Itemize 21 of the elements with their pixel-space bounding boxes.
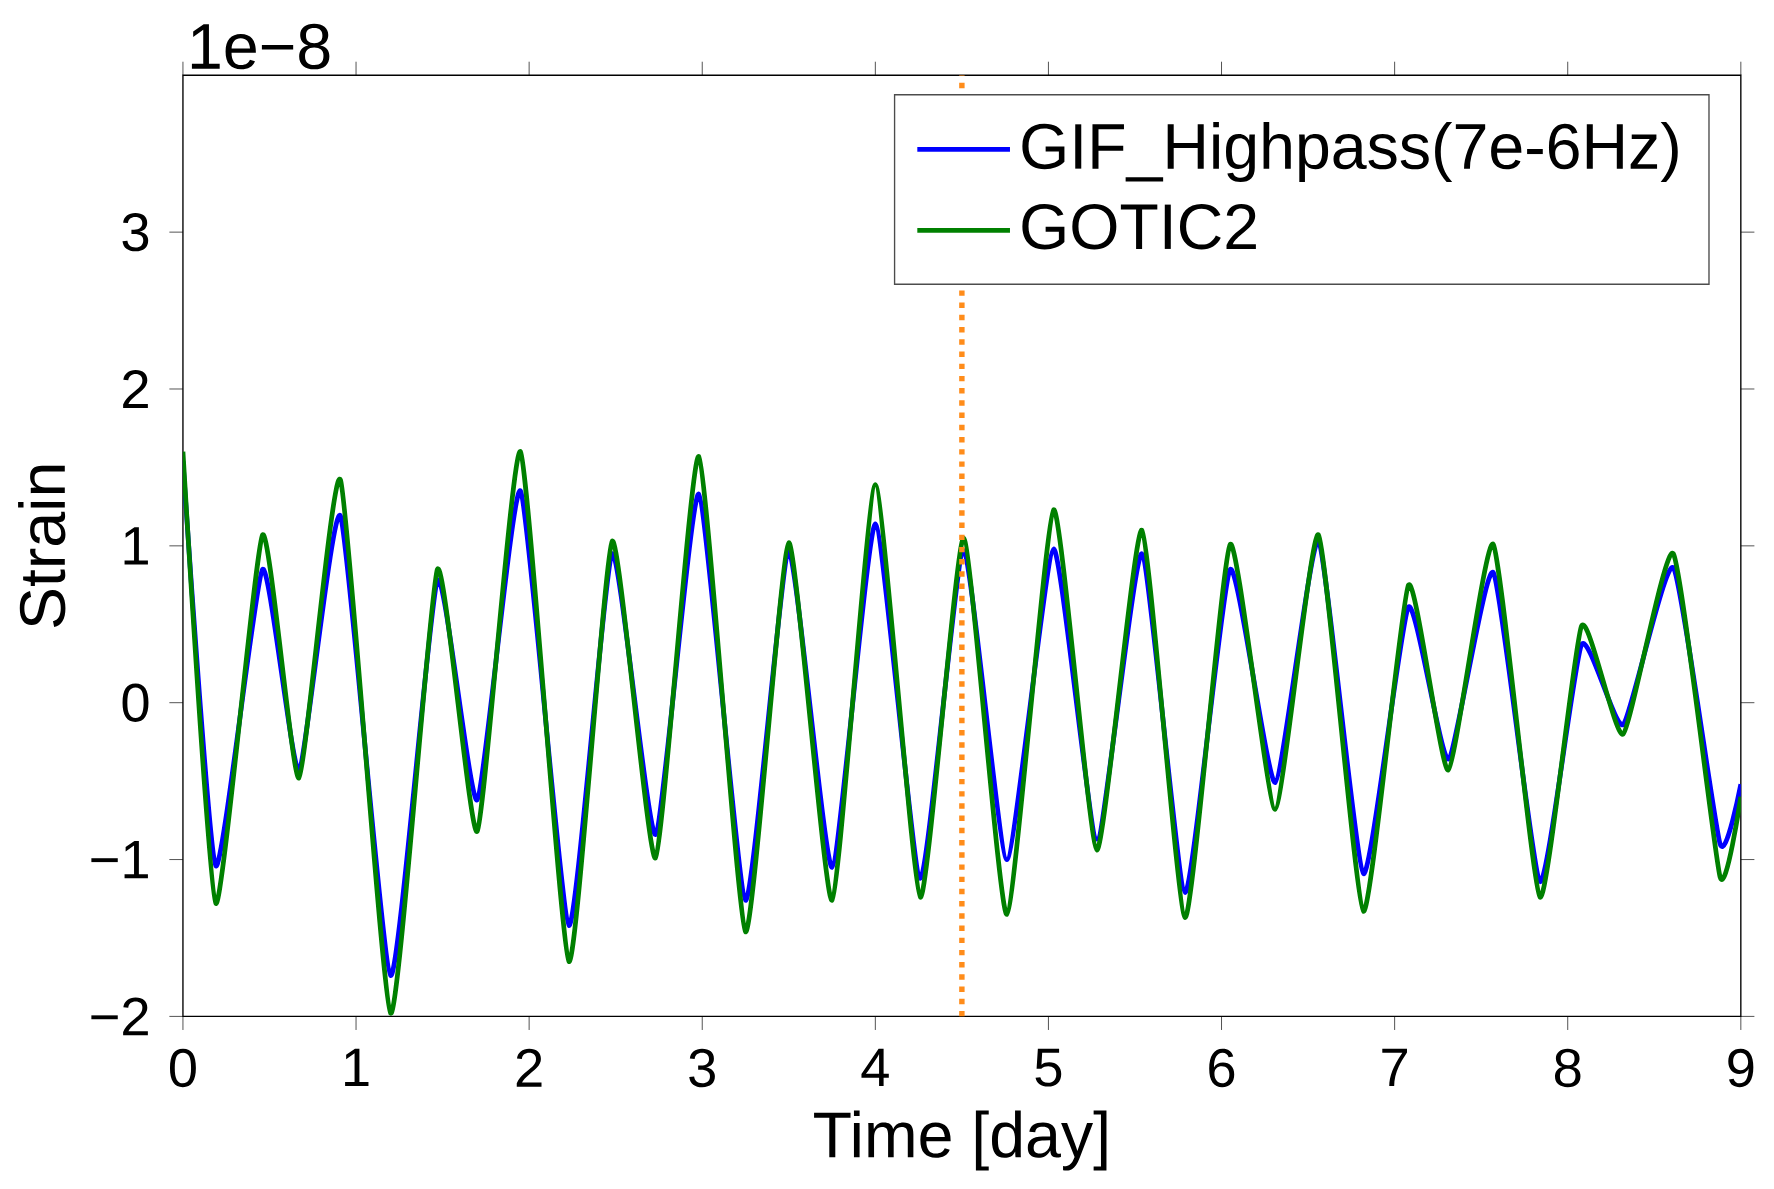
y-tick-label: −2 [91,997,148,1036]
x-tick-label: 9 [1728,1048,1754,1088]
x-axis-title: Time [day] [814,1110,1107,1171]
y-axis-title: Strain [18,466,66,628]
y-tick-label: 1 [124,527,148,565]
y-tick-label: 2 [123,370,148,409]
x-tick-label: 1 [345,1048,369,1087]
x-tick-label: 2 [516,1048,542,1087]
x-tick-label: 8 [1554,1048,1581,1088]
legend-label: GOTIC2 [1022,204,1256,250]
text: 1e−8 [191,23,330,70]
x-tick-label: 7 [1382,1048,1407,1087]
y-tick-label: 3 [122,213,149,252]
legend-label: GIF_Highpass(7e-6Hz) [1022,122,1678,183]
y-tick-label: −1 [91,841,148,879]
x-tick-label: 0 [169,1048,196,1088]
y-tick-label: 0 [122,683,149,723]
x-tick-label: 6 [1209,1048,1235,1088]
x-tick-label: 4 [861,1048,889,1087]
x-tick-label: 3 [689,1048,715,1088]
x-tick-label: 5 [1035,1048,1062,1087]
